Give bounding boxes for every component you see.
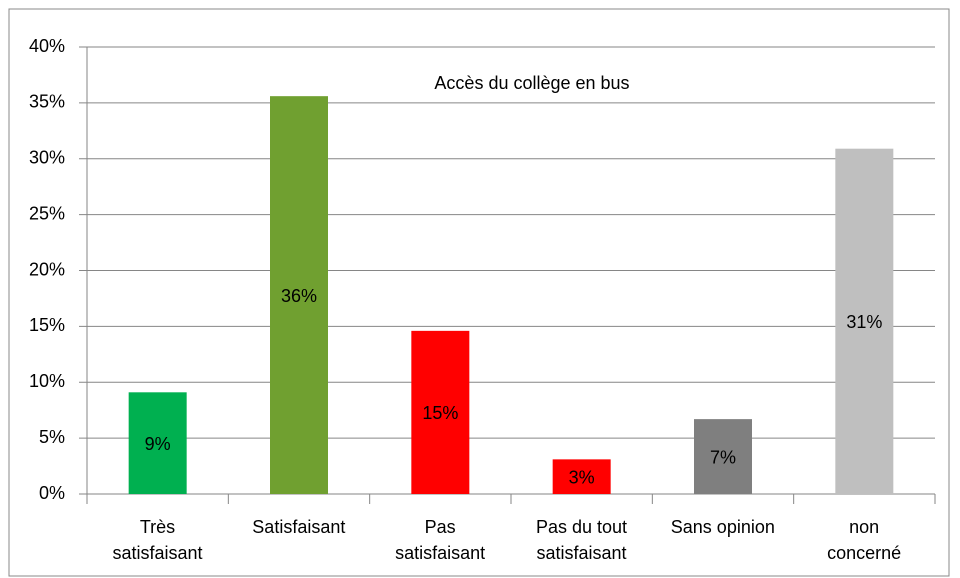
value-label: 36% <box>281 286 317 306</box>
y-tick-label: 10% <box>29 371 65 391</box>
value-label: 3% <box>569 467 595 487</box>
x-tick-label: Pas du tout satisfaisant <box>535 517 628 563</box>
bar <box>835 148 894 494</box>
x-tick-label: Pas satisfaisant <box>395 517 486 563</box>
chart-title: Accès du collège en bus <box>434 73 629 93</box>
y-tick-label: 40% <box>29 36 65 56</box>
chart-border <box>8 8 950 577</box>
bar <box>411 330 470 494</box>
bar <box>694 419 752 494</box>
y-tick-label: 35% <box>29 92 65 112</box>
value-label: 15% <box>422 403 458 423</box>
bar <box>128 392 187 494</box>
y-tick-label: 5% <box>39 427 65 447</box>
bar <box>270 96 328 495</box>
x-tick-label: Satisfaisant <box>252 517 346 537</box>
bar <box>552 459 611 494</box>
y-tick-label: 30% <box>29 148 65 168</box>
value-label: 9% <box>145 434 171 454</box>
x-tick-label: Très satisfaisant <box>112 517 203 563</box>
x-tick-label: Sans opinion <box>670 517 775 537</box>
value-label: 31% <box>846 312 882 332</box>
y-tick-label: 15% <box>29 315 65 335</box>
y-tick-label: 20% <box>29 259 65 279</box>
y-tick-label: 0% <box>39 483 65 503</box>
y-tick-label: 25% <box>29 203 65 223</box>
value-label: 7% <box>710 447 736 467</box>
x-tick-label: non concerné <box>827 517 902 563</box>
